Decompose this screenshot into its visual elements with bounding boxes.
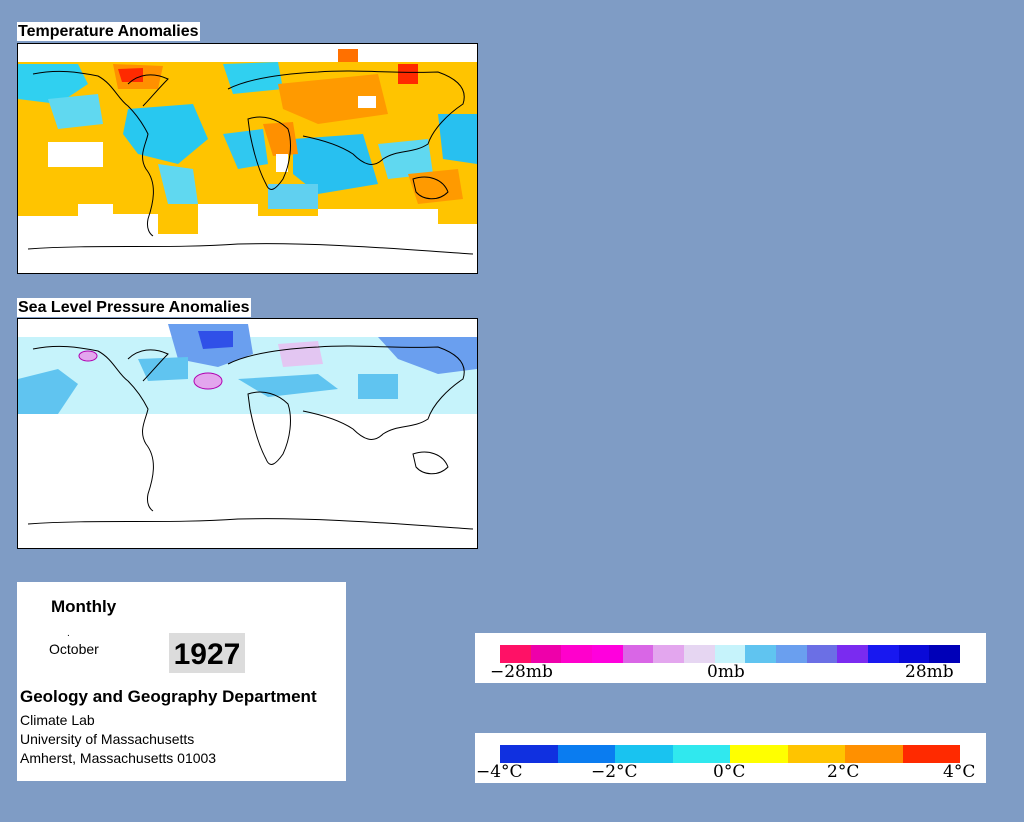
pressure-map-title: Sea Level Pressure Anomalies — [17, 298, 251, 317]
temperature-map-title: Temperature Anomalies — [17, 22, 200, 41]
temperature-legend-swatch — [730, 745, 788, 763]
temperature-label-minus2: −2°C — [591, 762, 638, 782]
pressure-legend-swatch — [530, 645, 562, 663]
temperature-legend-swatch — [902, 745, 960, 763]
pressure-legend-swatch — [806, 645, 838, 663]
info-panel: Monthly . October 1927 Geology and Geogr… — [17, 582, 346, 781]
temperature-label-zero: 0°C — [713, 762, 746, 782]
pressure-color-bar — [500, 645, 960, 663]
temperature-legend-swatch — [500, 745, 558, 763]
pressure-legend-swatch — [591, 645, 623, 663]
pressure-anomaly-map — [17, 318, 478, 549]
pressure-legend-swatch — [837, 645, 868, 663]
temperature-label-minus4: −4°C — [476, 762, 523, 782]
temperature-legend-swatch — [787, 745, 845, 763]
pressure-legend-swatch — [867, 645, 899, 663]
pressure-legend-swatch — [561, 645, 592, 663]
temperature-legend-swatch — [845, 745, 903, 763]
pressure-legend-swatch — [683, 645, 715, 663]
pressure-legend-swatch — [929, 645, 960, 663]
temperature-label-plus4: 4°C — [943, 762, 976, 782]
pressure-label-min: −28mb — [490, 662, 553, 682]
month-label: October — [49, 641, 99, 657]
department-name: Geology and Geography Department — [20, 687, 317, 706]
pressure-legend-swatch — [622, 645, 654, 663]
temperature-label-plus2: 2°C — [827, 762, 860, 782]
pressure-legend-swatch — [653, 645, 684, 663]
temperature-legend: −4°C −2°C 0°C 2°C 4°C — [475, 733, 986, 783]
lab-name: Climate Lab — [20, 712, 95, 728]
university-name: University of Massachusetts — [20, 731, 195, 747]
year-label: 1927 — [169, 633, 245, 673]
pressure-legend-swatch — [500, 645, 531, 663]
month-marker: . — [67, 628, 70, 639]
pressure-legend-swatch — [745, 645, 776, 663]
temperature-legend-swatch — [557, 745, 615, 763]
temperature-color-bar — [500, 745, 960, 763]
period-mode-label: Monthly — [51, 597, 117, 616]
temperature-anomaly-map — [17, 43, 478, 274]
temperature-legend-swatch — [615, 745, 673, 763]
temperature-legend-swatch — [672, 745, 730, 763]
pressure-legend: −28mb 0mb 28mb — [475, 633, 986, 683]
pressure-label-zero: 0mb — [707, 662, 745, 682]
pressure-label-max: 28mb — [905, 662, 954, 682]
pressure-legend-swatch — [898, 645, 930, 663]
pressure-legend-swatch — [775, 645, 807, 663]
pressure-legend-swatch — [714, 645, 746, 663]
address-line: Amherst, Massachusetts 01003 — [20, 750, 217, 766]
